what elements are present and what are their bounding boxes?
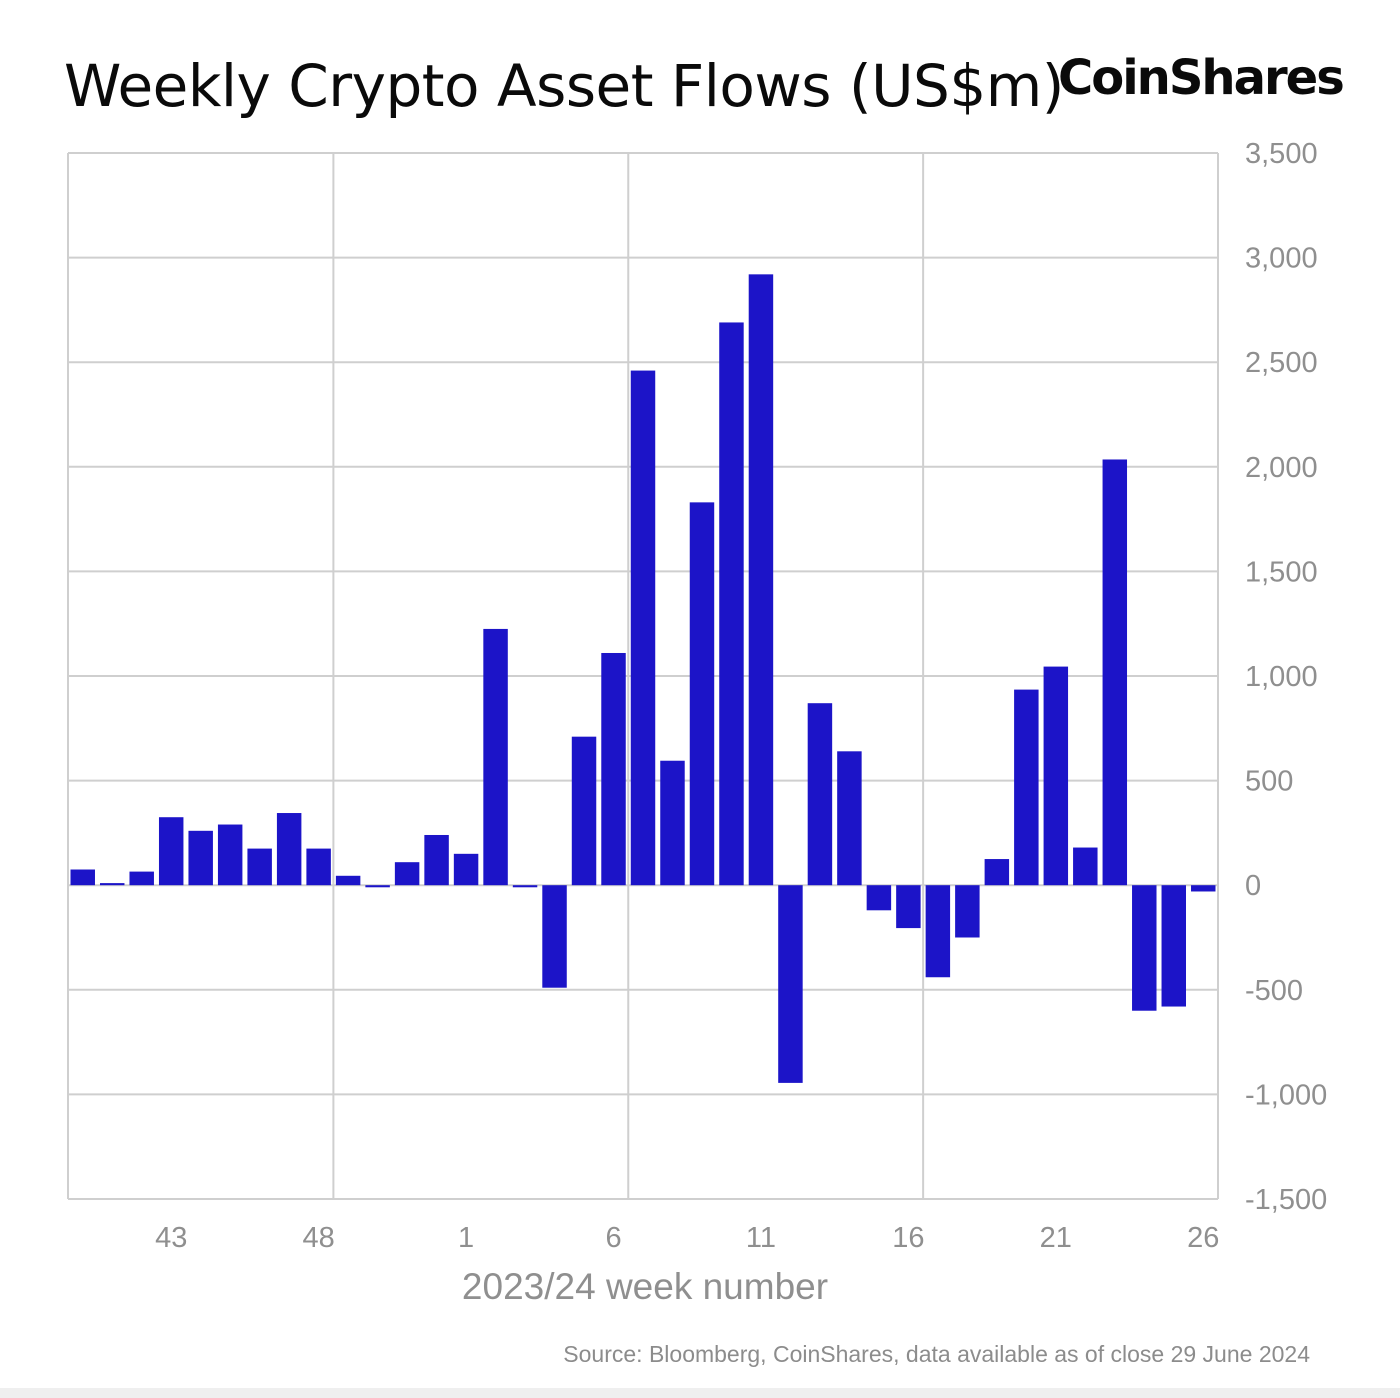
coinshares-logo: CoinShares (1058, 50, 1345, 106)
bar-series (70, 274, 1216, 1083)
bar-week-3 (512, 885, 538, 888)
bar-week-11 (748, 274, 774, 886)
bar-week-25 (1161, 885, 1186, 1007)
bar-week-9 (689, 502, 715, 886)
bar-week-26 (1191, 885, 1216, 892)
x-axis-label: 2023/24 week number (461, 1266, 829, 1307)
bar-week-2 (483, 628, 508, 886)
y-tick-label: 3,500 (1245, 138, 1318, 170)
bar-week-19 (984, 859, 1010, 886)
bar-week-47 (276, 813, 302, 886)
bar-week-12 (778, 885, 803, 1083)
chart-title: Weekly Crypto Asset Flows (US$m) (64, 52, 1064, 120)
source-note: Source: Bloomberg, CoinShares, data avai… (563, 1341, 1310, 1367)
bar-week-48 (306, 848, 331, 886)
bar-week-24 (1132, 885, 1157, 1011)
bar-week-23 (1102, 459, 1128, 886)
bar-week-8 (660, 760, 685, 886)
bar-week-49 (335, 875, 361, 886)
bottom-band (0, 1388, 1400, 1398)
bar-week-10 (719, 322, 744, 886)
y-tick-label: -500 (1245, 975, 1303, 1007)
bar-week-14 (837, 751, 862, 886)
x-tick-label: 48 (303, 1222, 335, 1254)
bar-week-52 (424, 834, 449, 886)
bar-week-18 (955, 885, 980, 938)
bar-week-6 (601, 652, 626, 886)
x-tick-label: 26 (1187, 1222, 1219, 1254)
bar-week-20 (1014, 689, 1039, 886)
x-tick-label: 11 (746, 1222, 776, 1254)
x-tick-label: 16 (892, 1222, 924, 1254)
bar-week-40 (70, 869, 95, 886)
bar-week-22 (1073, 847, 1098, 886)
x-tick-label: 6 (605, 1222, 621, 1254)
bar-week-13 (807, 703, 833, 886)
y-tick-label: 1,500 (1245, 556, 1318, 588)
bar-week-21 (1043, 666, 1069, 886)
x-tick-label: 43 (155, 1222, 187, 1254)
bar-week-1 (453, 853, 479, 886)
bar-week-5 (571, 736, 597, 886)
bar-week-50 (365, 885, 390, 888)
y-tick-label: 0 (1245, 870, 1261, 902)
bar-week-44 (188, 830, 213, 886)
bar-week-16 (896, 885, 921, 929)
bar-week-7 (630, 370, 656, 886)
x-tick-label: 1 (458, 1222, 474, 1254)
y-tick-label: -1,000 (1245, 1079, 1327, 1111)
bar-chart: 3,500 3,000 2,500 2,000 1,500 1,000 500 0 -500 -1… (67, 138, 1327, 1254)
y-axis-ticks: 3,500 3,000 2,500 2,000 1,500 1,000 500 0 -500 -1… (1245, 138, 1327, 1216)
bar-week-46 (247, 848, 272, 886)
bar-week-45 (217, 824, 243, 886)
x-axis-ticks: 43 48 1 6 11 16 21 26 (155, 1222, 1219, 1254)
y-tick-label: 500 (1245, 766, 1293, 798)
y-tick-label: 2,500 (1245, 347, 1318, 379)
bar-week-43 (158, 817, 184, 886)
y-tick-label: 1,000 (1245, 661, 1318, 693)
y-tick-label: 2,000 (1245, 452, 1318, 484)
bar-week-17 (925, 885, 951, 978)
y-tick-label: -1,500 (1245, 1184, 1327, 1216)
x-tick-label: 21 (1040, 1222, 1072, 1254)
bar-week-4 (542, 885, 567, 988)
bar-week-42 (129, 871, 154, 886)
bar-week-15 (866, 885, 892, 911)
bar-week-51 (394, 862, 420, 886)
y-tick-label: 3,000 (1245, 243, 1318, 275)
bar-week-41 (99, 883, 125, 886)
